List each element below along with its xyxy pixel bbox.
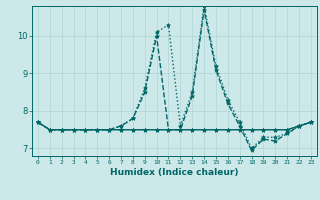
X-axis label: Humidex (Indice chaleur): Humidex (Indice chaleur) [110,168,239,177]
